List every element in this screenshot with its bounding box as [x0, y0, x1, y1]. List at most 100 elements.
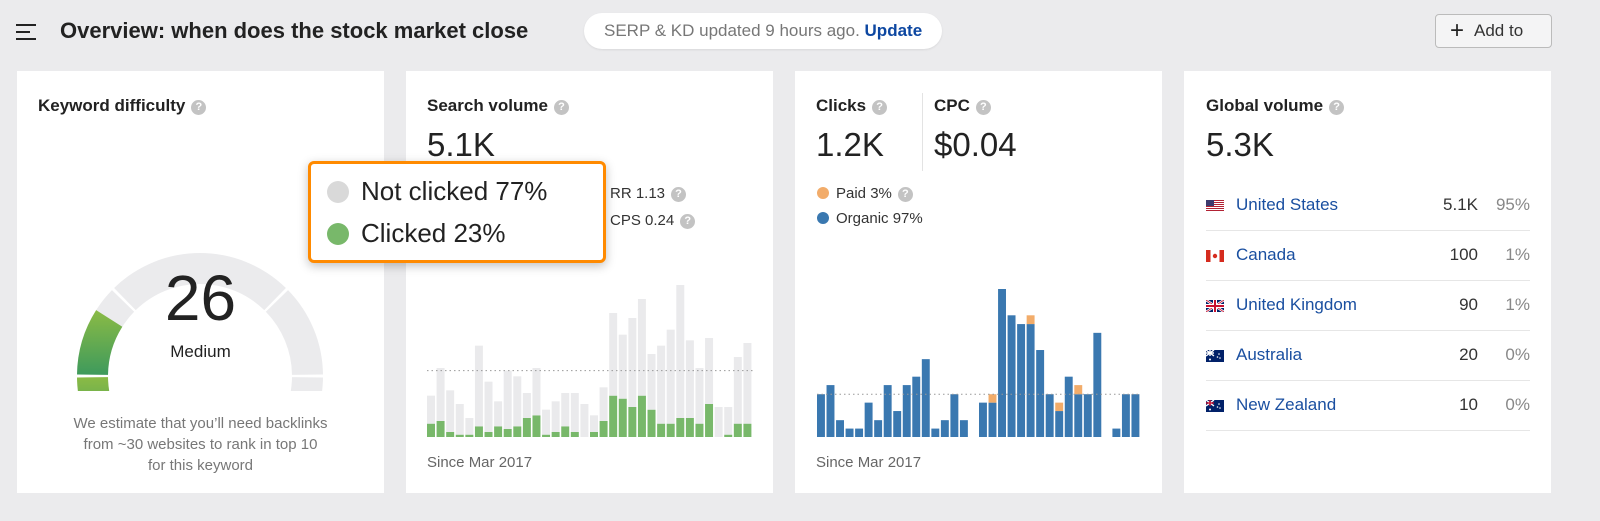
clicked-bar[interactable] [705, 404, 714, 437]
country-link[interactable]: New Zealand [1236, 395, 1337, 414]
total-bar[interactable] [590, 415, 598, 432]
help-icon[interactable]: ? [1329, 100, 1345, 115]
total-bar[interactable] [503, 370, 512, 429]
clicked-bar[interactable] [503, 429, 512, 437]
total-bar[interactable] [580, 404, 589, 437]
total-bar[interactable] [474, 345, 483, 427]
total-bar[interactable] [436, 368, 445, 421]
paid-bar[interactable] [1074, 385, 1083, 395]
total-bar[interactable] [513, 376, 522, 427]
total-bar[interactable] [724, 407, 733, 435]
country-link[interactable]: Canada [1236, 245, 1296, 264]
clicked-bar[interactable] [446, 432, 455, 437]
organic-bar[interactable] [1074, 394, 1083, 437]
total-bar[interactable] [666, 329, 675, 424]
clicked-bar[interactable] [590, 432, 598, 437]
clicked-bar[interactable] [551, 432, 560, 437]
clicked-bar[interactable] [465, 434, 474, 437]
organic-bar[interactable] [1121, 394, 1130, 437]
organic-bar[interactable] [998, 289, 1006, 437]
add-to-button[interactable]: + Add to [1435, 14, 1552, 48]
organic-bar[interactable] [1017, 324, 1026, 437]
paid-bar[interactable] [988, 394, 997, 403]
total-bar[interactable] [570, 393, 579, 432]
hamburger-icon[interactable] [16, 24, 36, 40]
total-bar[interactable] [532, 368, 541, 416]
organic-bar[interactable] [912, 376, 921, 437]
clicked-bar[interactable] [676, 418, 685, 437]
organic-bar[interactable] [1026, 324, 1035, 437]
organic-bar[interactable] [864, 402, 873, 437]
clicked-bar[interactable] [657, 423, 666, 437]
update-link[interactable]: Update [864, 21, 923, 40]
help-icon[interactable]: ? [191, 100, 207, 115]
clicked-bar[interactable] [599, 421, 608, 437]
clicked-bar[interactable] [609, 395, 618, 437]
organic-bar[interactable] [826, 385, 835, 437]
clicked-bar[interactable] [436, 421, 445, 437]
total-bar[interactable] [561, 393, 570, 427]
organic-bar[interactable] [1007, 315, 1016, 437]
total-bar[interactable] [628, 318, 637, 407]
organic-bar[interactable] [836, 420, 844, 437]
organic-bar[interactable] [940, 420, 949, 437]
total-bar[interactable] [714, 407, 723, 437]
organic-bar[interactable] [959, 420, 968, 437]
total-bar[interactable] [676, 285, 685, 418]
total-bar[interactable] [484, 381, 493, 432]
clicked-bar[interactable] [733, 423, 742, 437]
total-bar[interactable] [685, 340, 694, 418]
clicked-bar[interactable] [743, 423, 752, 437]
paid-bar[interactable] [1055, 402, 1064, 412]
organic-bar[interactable] [921, 359, 930, 437]
organic-bar[interactable] [1055, 411, 1064, 437]
total-bar[interactable] [705, 338, 714, 404]
total-bar[interactable] [647, 354, 656, 410]
organic-bar[interactable] [979, 402, 987, 437]
organic-bar[interactable] [893, 411, 902, 437]
total-bar[interactable] [542, 409, 551, 435]
help-icon[interactable]: ? [975, 100, 991, 115]
organic-bar[interactable] [902, 385, 911, 437]
organic-bar[interactable] [950, 394, 959, 437]
help-icon[interactable]: ? [680, 214, 696, 229]
organic-bar[interactable] [874, 420, 883, 437]
organic-bar[interactable] [1064, 376, 1073, 437]
clicked-bar[interactable] [494, 426, 503, 437]
organic-bar[interactable] [1045, 394, 1054, 437]
organic-bar[interactable] [1036, 350, 1045, 437]
clicked-bar[interactable] [637, 395, 646, 437]
total-bar[interactable] [618, 334, 627, 399]
help-icon[interactable]: ? [553, 100, 569, 115]
total-bar[interactable] [465, 418, 474, 435]
total-bar[interactable] [743, 343, 752, 424]
country-link[interactable]: United States [1236, 195, 1339, 214]
clicked-bar[interactable] [427, 423, 435, 437]
total-bar[interactable] [657, 345, 666, 424]
total-bar[interactable] [637, 299, 646, 396]
clicked-bar[interactable] [628, 407, 637, 437]
clicked-bar[interactable] [724, 434, 733, 437]
clicked-bar[interactable] [561, 426, 570, 437]
clicked-bar[interactable] [666, 423, 675, 437]
clicked-bar[interactable] [647, 409, 656, 437]
clicked-bar[interactable] [522, 418, 531, 437]
help-icon[interactable]: ? [671, 187, 687, 202]
country-link[interactable]: United Kingdom [1236, 295, 1357, 314]
total-bar[interactable] [446, 390, 455, 432]
clicked-bar[interactable] [513, 426, 522, 437]
organic-bar[interactable] [988, 402, 997, 437]
total-bar[interactable] [522, 393, 531, 418]
total-bar[interactable] [455, 404, 464, 435]
total-bar[interactable] [609, 313, 618, 396]
organic-bar[interactable] [1112, 428, 1121, 437]
clicked-bar[interactable] [455, 434, 464, 437]
country-link[interactable]: Australia [1236, 345, 1303, 364]
total-bar[interactable] [494, 401, 503, 427]
organic-bar[interactable] [931, 428, 940, 437]
clicked-bar[interactable] [484, 432, 493, 437]
total-bar[interactable] [551, 401, 560, 432]
total-bar[interactable] [599, 387, 608, 421]
total-bar[interactable] [733, 357, 742, 424]
clicked-bar[interactable] [532, 415, 541, 437]
